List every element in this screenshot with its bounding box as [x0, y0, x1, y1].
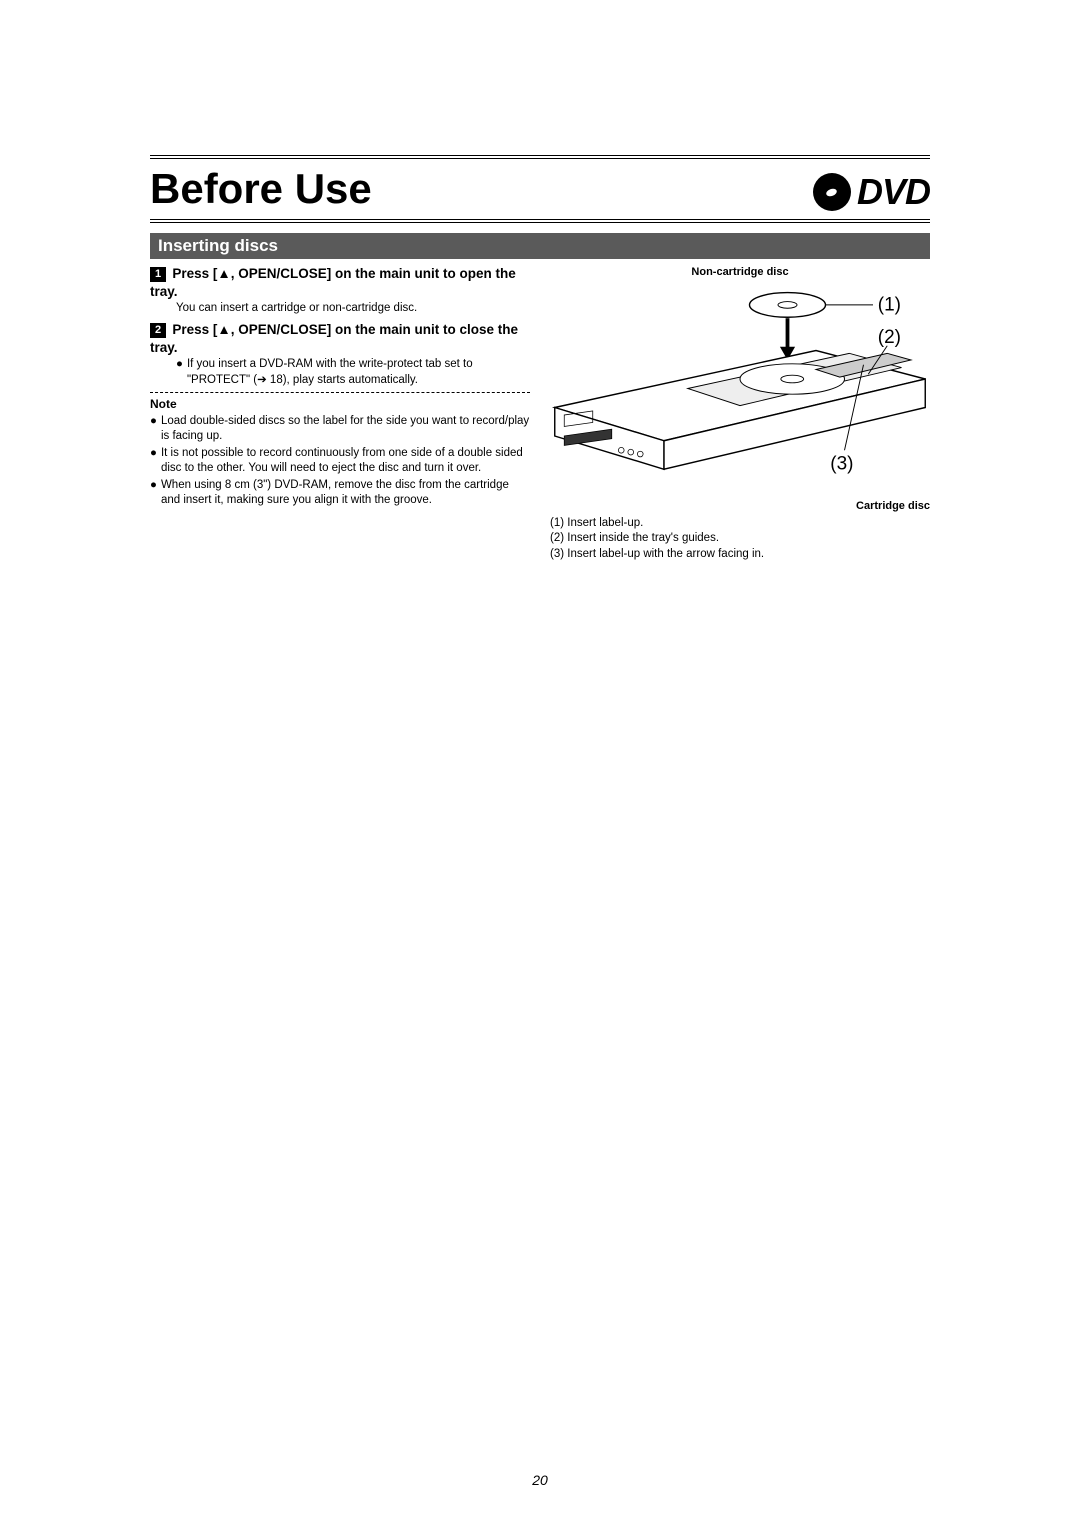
- cartridge-label: Cartridge disc: [550, 499, 930, 514]
- disc-icon: [813, 173, 851, 211]
- dashed-separator: [150, 392, 530, 393]
- callout-3: (3): [830, 453, 853, 474]
- diagram: (1): [550, 284, 930, 497]
- step-2: 2 Press [▲, OPEN/CLOSE] on the main unit…: [150, 321, 530, 388]
- non-cartridge-label: Non-cartridge disc: [550, 265, 930, 280]
- bullet-icon: ●: [150, 414, 157, 445]
- step-text: Press [▲, OPEN/CLOSE] on the main unit t…: [150, 322, 518, 355]
- caption-line: (1) Insert label-up.: [550, 516, 930, 532]
- callout-2: (2): [878, 327, 901, 348]
- step-subtext: You can insert a cartridge or non-cartri…: [176, 301, 530, 317]
- page-title: Before Use: [150, 165, 372, 213]
- header-bar: Before Use DVD: [150, 155, 930, 223]
- step-number-badge: 1: [150, 267, 166, 282]
- bullet-icon: ●: [150, 478, 157, 509]
- step-text: Press [▲, OPEN/CLOSE] on the main unit t…: [150, 266, 516, 299]
- note-label: Note: [150, 396, 530, 412]
- section-title: Inserting discs: [150, 233, 930, 259]
- bullet-icon: ●: [176, 357, 183, 388]
- page-number: 20: [532, 1472, 548, 1488]
- bullet-icon: ●: [150, 446, 157, 477]
- step-bullet: ● If you insert a DVD-RAM with the write…: [176, 357, 530, 388]
- dvd-text: DVD: [857, 171, 930, 213]
- note-item: ● It is not possible to record continuou…: [150, 446, 530, 477]
- player-body: [555, 350, 926, 469]
- step-1: 1 Press [▲, OPEN/CLOSE] on the main unit…: [150, 265, 530, 317]
- callout-1: (1): [878, 294, 901, 315]
- right-column: Non-cartridge disc (1): [550, 265, 930, 562]
- left-column: 1 Press [▲, OPEN/CLOSE] on the main unit…: [150, 265, 530, 562]
- diagram-captions: (1) Insert label-up. (2) Insert inside t…: [550, 516, 930, 563]
- note-item: ● Load double-sided discs so the label f…: [150, 414, 530, 445]
- dvd-player-diagram: (1): [550, 284, 930, 493]
- dvd-logo: DVD: [813, 171, 930, 213]
- caption-line: (2) Insert inside the tray's guides.: [550, 531, 930, 547]
- note-item: ● When using 8 cm (3") DVD-RAM, remove t…: [150, 478, 530, 509]
- content-columns: 1 Press [▲, OPEN/CLOSE] on the main unit…: [150, 265, 930, 562]
- step-number-badge: 2: [150, 323, 166, 338]
- caption-line: (3) Insert label-up with the arrow facin…: [550, 547, 930, 563]
